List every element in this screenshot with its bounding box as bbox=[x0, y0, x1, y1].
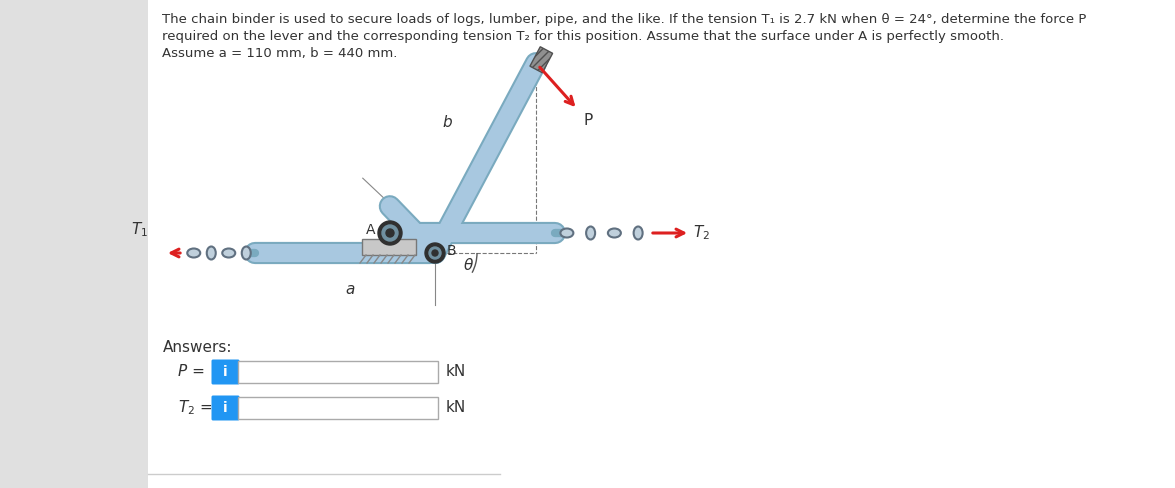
Bar bbox=[0, 0, 148, 488]
Bar bbox=[148, 0, 1175, 488]
Text: $\theta$: $\theta$ bbox=[463, 257, 474, 273]
Ellipse shape bbox=[222, 248, 235, 258]
Bar bbox=[362, 239, 416, 255]
Ellipse shape bbox=[586, 226, 595, 240]
Text: required on the lever and the corresponding tension T₂ for this position. Assume: required on the lever and the correspond… bbox=[162, 30, 1003, 43]
Ellipse shape bbox=[187, 248, 200, 258]
Text: i: i bbox=[223, 401, 228, 415]
FancyBboxPatch shape bbox=[212, 395, 240, 421]
Text: a: a bbox=[345, 283, 355, 298]
Bar bbox=[239, 361, 438, 383]
Text: P: P bbox=[584, 113, 592, 128]
Circle shape bbox=[432, 250, 438, 256]
Circle shape bbox=[429, 247, 441, 259]
Text: i: i bbox=[223, 365, 228, 379]
Text: $T_1$: $T_1$ bbox=[130, 220, 148, 239]
Circle shape bbox=[425, 243, 445, 263]
Ellipse shape bbox=[560, 228, 573, 238]
Circle shape bbox=[387, 229, 394, 237]
Ellipse shape bbox=[242, 246, 250, 260]
Text: P =: P = bbox=[177, 365, 204, 380]
Text: Assume a = 110 mm, b = 440 mm.: Assume a = 110 mm, b = 440 mm. bbox=[162, 47, 397, 60]
Ellipse shape bbox=[207, 246, 216, 260]
FancyBboxPatch shape bbox=[212, 360, 240, 385]
Text: b: b bbox=[443, 115, 452, 130]
Ellipse shape bbox=[607, 228, 620, 238]
Text: $T_2$: $T_2$ bbox=[693, 224, 710, 243]
Text: kN: kN bbox=[446, 365, 466, 380]
Text: kN: kN bbox=[446, 401, 466, 415]
Circle shape bbox=[382, 225, 398, 241]
Text: Answers:: Answers: bbox=[163, 340, 233, 355]
Text: B: B bbox=[446, 244, 457, 258]
Text: $T_2$ =: $T_2$ = bbox=[177, 399, 213, 417]
Text: The chain binder is used to secure loads of logs, lumber, pipe, and the like. If: The chain binder is used to secure loads… bbox=[162, 13, 1087, 26]
Text: A: A bbox=[365, 223, 375, 237]
Bar bbox=[239, 397, 438, 419]
Circle shape bbox=[378, 221, 402, 245]
Ellipse shape bbox=[633, 226, 643, 240]
Bar bbox=[530, 47, 552, 73]
